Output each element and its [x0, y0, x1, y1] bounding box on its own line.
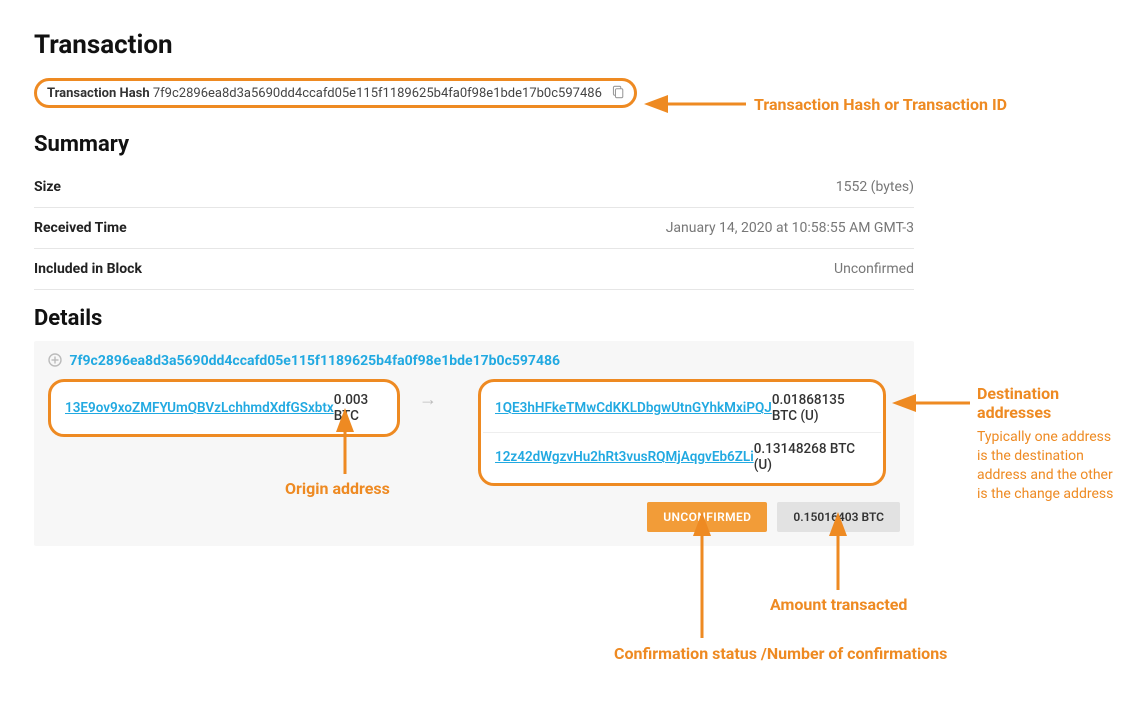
output-line: 12z42dWgzvHu2hRt3vusRQMjAqgvEb6ZLi 0.131…	[483, 432, 881, 481]
output-line: 1QE3hHFkeTMwCdKKLDbgwUtnGYhkMxiPQJ 0.018…	[483, 384, 881, 432]
summary-row-received: Received Time January 14, 2020 at 10:58:…	[34, 208, 914, 249]
anno-origin: Origin address	[285, 479, 390, 498]
input-line: 13E9ov9xoZMFYUmQBVzLchhmdXdfGSxbtx 0.003…	[53, 384, 395, 432]
summary-value: January 14, 2020 at 10:58:55 AM GMT-3	[666, 220, 914, 236]
inputs-box: 13E9ov9xoZMFYUmQBVzLchhmdXdfGSxbtx 0.003…	[48, 379, 400, 437]
summary-label: Size	[34, 179, 61, 195]
copy-icon[interactable]	[611, 85, 624, 99]
output-address[interactable]: 12z42dWgzvHu2hRt3vusRQMjAqgvEb6ZLi	[495, 449, 754, 465]
transaction-hash-row: Transaction Hash 7f9c2896ea8d3a5690dd4cc…	[34, 78, 637, 108]
summary-title: Summary	[34, 132, 914, 157]
expand-icon[interactable]	[48, 353, 62, 367]
total-badge: 0.15016403 BTC	[777, 502, 900, 532]
summary-label: Received Time	[34, 220, 127, 236]
outputs-box: 1QE3hHFkeTMwCdKKLDbgwUtnGYhkMxiPQJ 0.018…	[478, 379, 886, 486]
anno-status: Confirmation status /Number of confirmat…	[614, 644, 947, 663]
transaction-hash-value: 7f9c2896ea8d3a5690dd4ccafd05e115f1189625…	[153, 86, 602, 101]
anno-dest-sub: Typically one address is the destination…	[977, 428, 1117, 504]
badge-row: UNCONFIRMED 0.15016403 BTC	[34, 486, 914, 532]
output-amount: 0.01868135 BTC (U)	[772, 392, 869, 424]
input-amount: 0.003 BTC	[334, 392, 383, 424]
details-hash-link[interactable]: 7f9c2896ea8d3a5690dd4ccafd05e115f1189625…	[69, 353, 560, 369]
summary-row-size: Size 1552 (bytes)	[34, 167, 914, 208]
arrow-right-icon: →	[400, 379, 456, 410]
anno-amount: Amount transacted	[770, 595, 907, 614]
io-row: 13E9ov9xoZMFYUmQBVzLchhmdXdfGSxbtx 0.003…	[34, 379, 914, 486]
details-title: Details	[34, 306, 914, 331]
details-hash-row: 7f9c2896ea8d3a5690dd4ccafd05e115f1189625…	[34, 353, 914, 379]
status-badge: UNCONFIRMED	[647, 502, 767, 532]
anno-hash: Transaction Hash or Transaction ID	[754, 95, 1007, 114]
details-panel: 7f9c2896ea8d3a5690dd4ccafd05e115f1189625…	[34, 341, 914, 546]
page-title: Transaction	[34, 30, 914, 60]
anno-dest-title: Destination addresses	[977, 384, 1132, 422]
summary-value: Unconfirmed	[834, 261, 914, 277]
output-address[interactable]: 1QE3hHFkeTMwCdKKLDbgwUtnGYhkMxiPQJ	[495, 400, 772, 416]
output-amount: 0.13148268 BTC (U)	[754, 441, 869, 473]
summary-row-block: Included in Block Unconfirmed	[34, 249, 914, 290]
input-address[interactable]: 13E9ov9xoZMFYUmQBVzLchhmdXdfGSxbtx	[65, 400, 334, 416]
summary-value: 1552 (bytes)	[836, 179, 914, 195]
summary-label: Included in Block	[34, 261, 142, 277]
transaction-hash-label: Transaction Hash	[47, 86, 150, 101]
